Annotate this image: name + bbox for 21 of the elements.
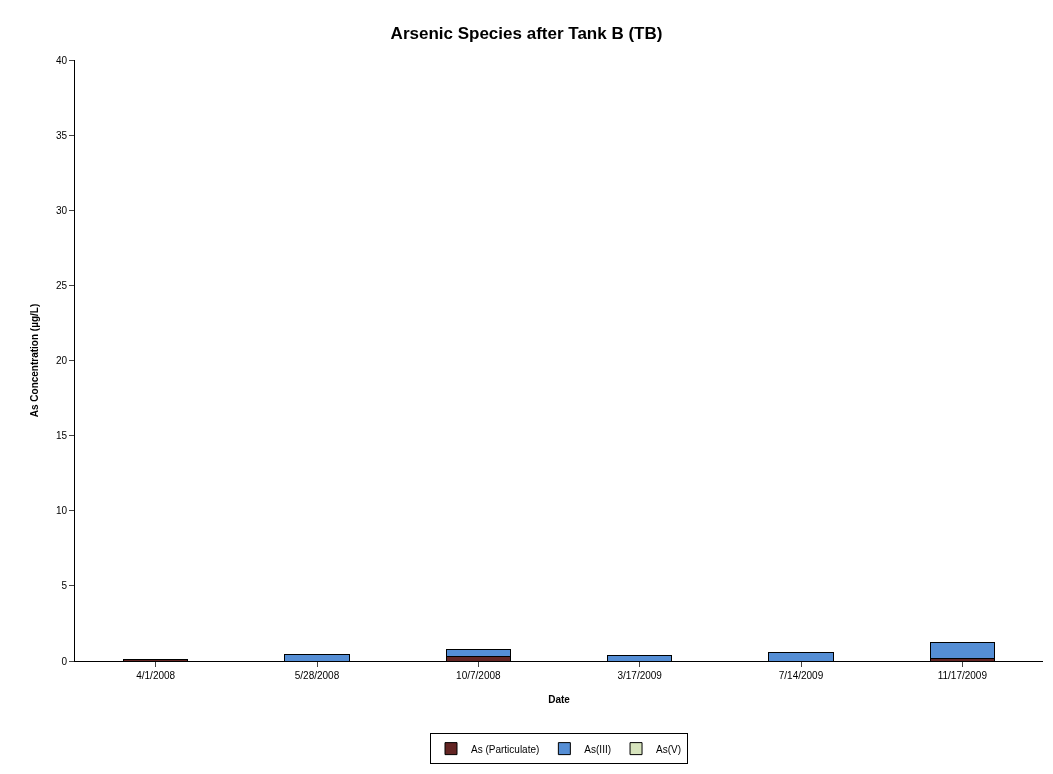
y-axis-title: As Concentration (µg/L): [28, 303, 40, 418]
y-tick-label: 20: [55, 355, 68, 366]
x-tick-label: 7/14/2009: [778, 670, 824, 681]
y-tick-label: 0: [61, 655, 68, 667]
y-tick-label: 40: [55, 54, 68, 66]
legend-label: As(III): [584, 743, 612, 755]
x-tick-label: 3/17/2009: [617, 670, 663, 681]
y-tick-label: 30: [55, 204, 68, 216]
y-tick-label: 15: [55, 430, 68, 442]
y-tick-label: 10: [55, 505, 68, 517]
x-tick-label: 5/28/2008: [294, 670, 340, 681]
legend-label: As(V): [656, 743, 682, 755]
y-tick-label: 5: [61, 580, 68, 592]
y-tick-label: 35: [55, 129, 68, 141]
x-tick-label: 11/17/2009: [937, 670, 988, 681]
legend-label: As (Particulate): [471, 743, 540, 755]
x-axis-title: Date: [548, 693, 571, 705]
chart-title: Arsenic Species after Tank B (TB): [390, 23, 663, 43]
x-tick-label: 10/7/2008: [456, 670, 502, 681]
x-tick-label: 4/1/2008: [136, 670, 176, 681]
y-tick-label: 25: [55, 279, 68, 291]
